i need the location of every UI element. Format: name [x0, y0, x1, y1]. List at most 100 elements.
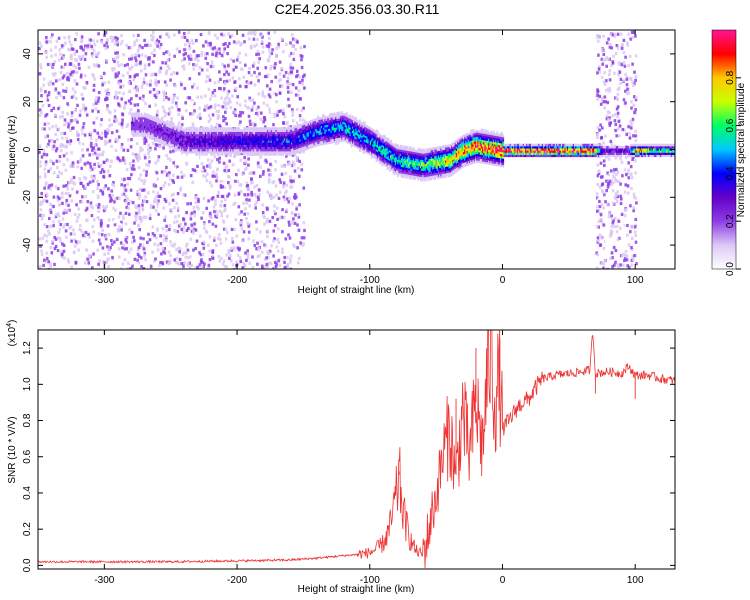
noise-cell	[273, 30, 277, 34]
noise-cell	[153, 48, 156, 52]
ridge-cell	[220, 129, 223, 132]
noise-cell	[216, 113, 220, 117]
noise-cell	[158, 45, 162, 49]
ridge-cell	[262, 131, 265, 135]
ridge-cell	[160, 119, 163, 123]
noise-cell	[65, 202, 68, 206]
ridge-cell	[142, 121, 145, 124]
ridge-cell	[231, 150, 233, 154]
noise-cell	[186, 38, 189, 42]
noise-cell	[169, 78, 172, 82]
noise-cell	[216, 194, 220, 198]
noise-cell	[244, 207, 247, 211]
noise-cell	[597, 239, 600, 243]
ridge-cell	[195, 148, 198, 152]
ridge-cell	[249, 144, 251, 148]
ridge-cell	[247, 127, 250, 130]
ridge-cell	[246, 146, 249, 150]
noise-cell	[107, 218, 111, 222]
noise-cell	[605, 41, 609, 45]
ridge-cell	[313, 136, 316, 139]
noise-cell	[39, 87, 43, 91]
noise-cell	[123, 106, 126, 110]
ridge-cell	[226, 131, 229, 135]
noise-cell	[286, 76, 290, 80]
noise-cell	[123, 161, 127, 165]
ridge-cell	[218, 146, 220, 150]
ridge-cell	[253, 133, 256, 137]
ridge-cell	[259, 140, 262, 143]
ridge-cell	[132, 132, 134, 135]
ridge-cell	[310, 120, 312, 123]
ridge-cell	[245, 131, 248, 135]
noise-cell	[603, 95, 607, 99]
ridge-cell	[249, 138, 251, 141]
ridge-cell	[279, 144, 281, 148]
ridge-cell	[276, 142, 279, 145]
noise-cell	[62, 211, 65, 215]
noise-cell	[613, 176, 616, 180]
noise-cell	[286, 80, 289, 84]
ridge-cell	[177, 148, 180, 151]
noise-cell	[246, 249, 249, 253]
ridge-cell	[252, 127, 255, 130]
ridge-cell	[275, 140, 278, 143]
ridge-cell	[239, 150, 242, 154]
ridge-cell	[148, 134, 151, 137]
ridge-cell	[141, 117, 144, 120]
ridge-cell	[313, 144, 316, 148]
ridge-cell	[172, 122, 175, 126]
ridge-cell	[301, 148, 304, 152]
noise-cell	[162, 90, 165, 94]
ridge-cell	[296, 135, 299, 139]
ridge-cell	[252, 148, 255, 152]
noise-cell	[614, 197, 618, 201]
noise-cell	[231, 236, 234, 240]
ridge-cell	[146, 115, 149, 119]
noise-cell	[122, 148, 126, 152]
ridge-cell	[288, 135, 291, 139]
noise-cell	[266, 73, 270, 77]
noise-cell	[62, 43, 65, 47]
noise-cell	[103, 252, 106, 256]
ridge-cell	[220, 133, 223, 137]
ridge-cell	[134, 114, 137, 118]
noise-cell	[72, 64, 76, 68]
noise-cell	[44, 160, 48, 164]
noise-cell	[290, 179, 294, 183]
noise-cell	[289, 70, 293, 74]
noise-cell	[261, 92, 265, 96]
ridge-cell	[204, 135, 207, 139]
ridge-cell	[268, 131, 270, 135]
noise-cell	[61, 191, 64, 195]
ridge-cell	[307, 121, 310, 124]
ridge-cell	[281, 153, 284, 156]
ridge-cell	[196, 127, 199, 130]
ridge-cell	[153, 118, 156, 122]
noise-cell	[223, 66, 227, 70]
ridge-cell	[230, 140, 232, 143]
ridge-cell	[262, 144, 265, 148]
ridge-cell	[206, 146, 208, 150]
noise-cell	[149, 204, 153, 208]
noise-cell	[82, 48, 85, 52]
ridge-cell	[216, 131, 219, 135]
noise-cell	[240, 239, 244, 243]
ridge-cell	[163, 133, 165, 137]
noise-cell	[261, 266, 264, 269]
noise-cell	[279, 109, 282, 113]
noise-cell	[297, 261, 300, 265]
ridge-cell	[276, 146, 279, 150]
ridge-cell	[299, 136, 302, 140]
ridge-cell	[225, 131, 228, 135]
ridge-cell	[311, 128, 313, 131]
noise-cell	[267, 44, 270, 49]
ridge-cell	[185, 129, 188, 132]
ridge-cell	[304, 122, 306, 125]
noise-cell	[273, 114, 276, 118]
ridge-cell	[203, 127, 206, 130]
ridge-cell	[212, 146, 214, 150]
noise-cell	[295, 121, 299, 125]
ridge-cell	[215, 140, 218, 143]
noise-cell	[624, 55, 627, 59]
